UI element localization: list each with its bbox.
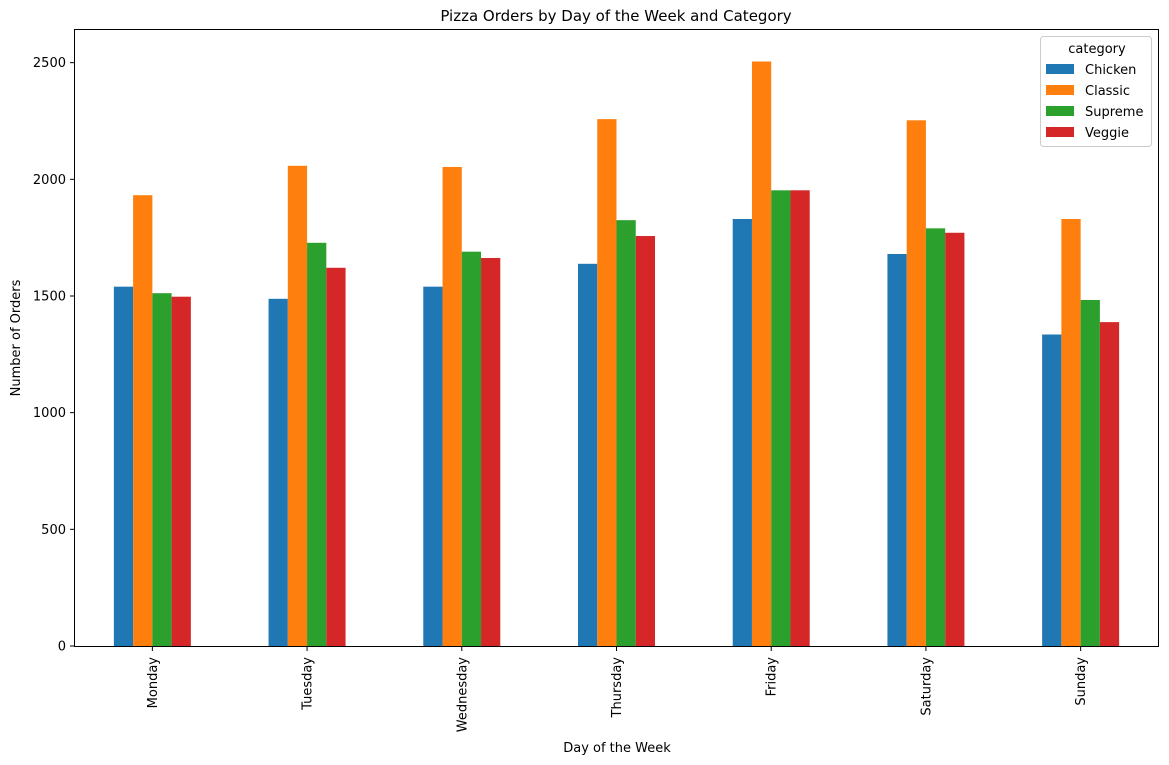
bar-classic-sunday (1061, 219, 1081, 646)
bar-veggie-friday (790, 190, 810, 647)
legend-swatch-classic (1046, 85, 1074, 95)
legend: category Chicken Classic Supreme Veggie (1040, 36, 1152, 147)
y-tick-label: 1500 (33, 290, 66, 305)
legend-label-supreme: Supreme (1085, 105, 1143, 120)
bar-chicken-saturday (887, 254, 907, 646)
bar-veggie-saturday (945, 232, 965, 646)
bar-veggie-sunday (1099, 322, 1120, 646)
y-ticks: 0 500 1000 1500 2000 2500 (33, 56, 75, 655)
x-tick-label-friday: Friday (765, 657, 780, 697)
x-tick-label-sunday: Sunday (1074, 657, 1089, 706)
legend-label-veggie: Veggie (1085, 126, 1129, 141)
bar-supreme-saturday (925, 228, 946, 646)
bar-classic-monday (133, 195, 153, 646)
legend-label-classic: Classic (1085, 84, 1130, 99)
bar-chicken-wednesday (423, 286, 443, 646)
bars-layer (113, 61, 1120, 647)
x-tick-label-tuesday: Tuesday (301, 657, 316, 711)
chart-title: Pizza Orders by Day of the Week and Cate… (440, 7, 791, 25)
x-axis-label: Day of the Week (563, 741, 671, 756)
legend-label-chicken: Chicken (1085, 63, 1136, 78)
bar-chicken-monday (113, 286, 134, 646)
bar-chicken-thursday (578, 263, 598, 646)
x-ticks: Monday Tuesday Wednesday Thursday Friday Satu… (146, 646, 1089, 732)
bar-veggie-thursday (635, 236, 655, 646)
bar-veggie-monday (171, 296, 191, 646)
bar-chicken-sunday (1042, 334, 1062, 646)
legend-swatch-veggie (1046, 127, 1074, 137)
bar-supreme-friday (771, 190, 791, 647)
y-tick-label: 2000 (33, 173, 66, 188)
x-tick-label-thursday: Thursday (610, 657, 625, 719)
x-tick-label-monday: Monday (146, 657, 161, 709)
legend-items: Chicken Classic Supreme Veggie (1046, 63, 1143, 141)
bar-supreme-thursday (616, 220, 636, 647)
y-tick-label: 500 (41, 523, 66, 538)
bar-chicken-tuesday (268, 298, 288, 646)
bar-supreme-sunday (1080, 299, 1100, 646)
bar-supreme-wednesday (461, 251, 482, 647)
x-tick-label-wednesday: Wednesday (455, 657, 470, 733)
bar-classic-wednesday (442, 166, 462, 646)
y-axis-label: Number of Orders (9, 279, 24, 396)
bar-chicken-friday (732, 219, 752, 646)
bar-classic-saturday (906, 120, 926, 647)
bar-veggie-wednesday (481, 257, 501, 646)
bar-supreme-tuesday (307, 242, 327, 647)
bar-classic-thursday (597, 119, 617, 646)
y-tick-label: 0 (58, 640, 66, 655)
legend-swatch-chicken (1046, 64, 1074, 74)
x-tick-label-saturday: Saturday (919, 657, 934, 716)
bar-classic-tuesday (287, 165, 308, 647)
y-tick-label: 2500 (33, 56, 66, 71)
bar-supreme-monday (152, 293, 172, 646)
bar-classic-friday (751, 61, 772, 646)
bar-veggie-tuesday (326, 267, 346, 646)
legend-swatch-supreme (1046, 106, 1074, 116)
legend-title: category (1068, 42, 1126, 57)
y-tick-label: 1000 (33, 406, 66, 421)
